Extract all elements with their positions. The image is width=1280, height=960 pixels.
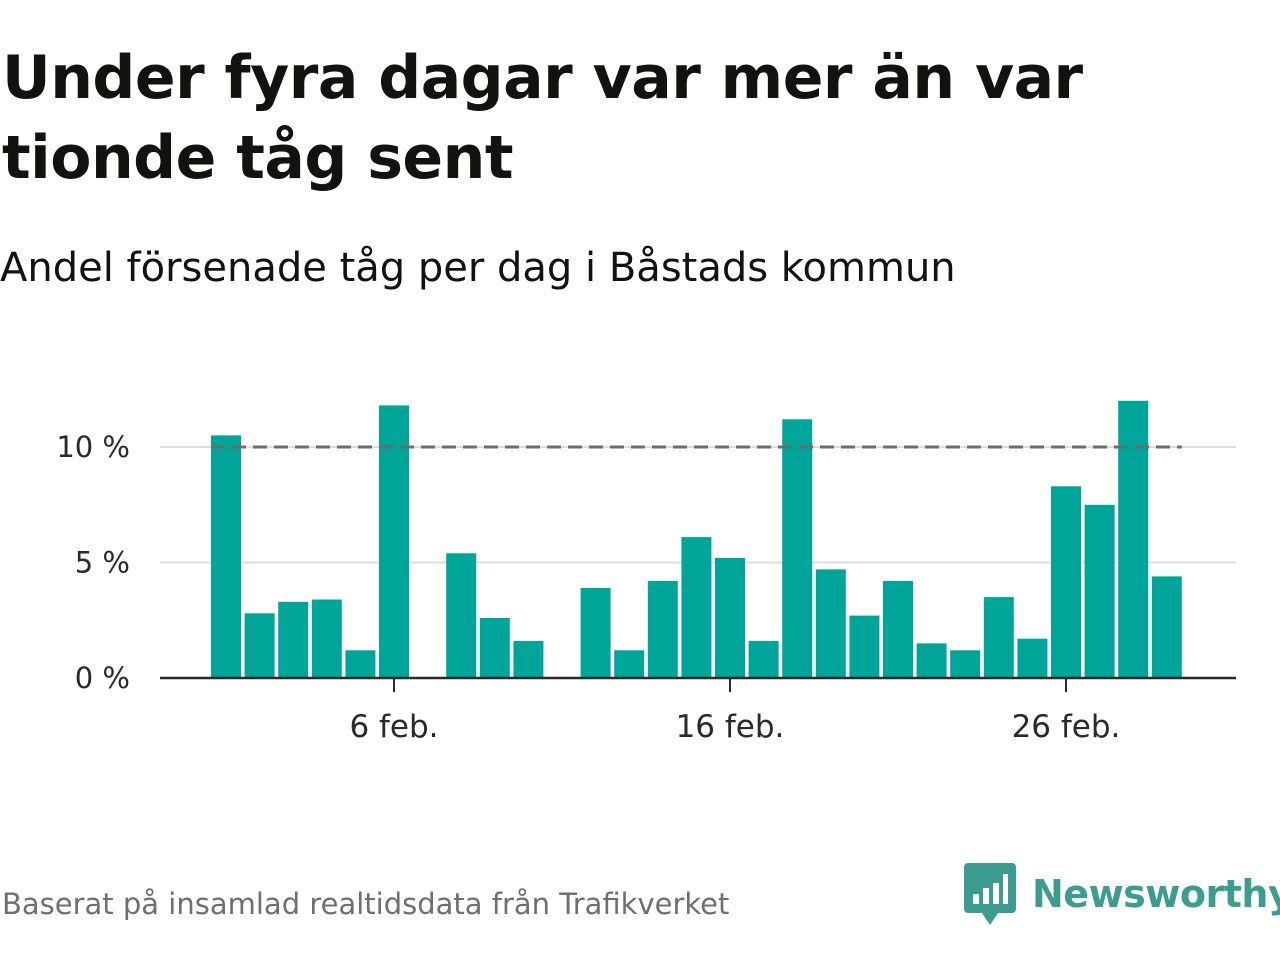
bar	[715, 557, 745, 678]
bar	[681, 537, 712, 678]
chart-title: Under fyra dagar var mer än var tionde t…	[2, 43, 1083, 193]
chart-subtitle: Andel försenade tåg per dag i Båstads ko…	[0, 245, 956, 291]
y-tick-label: 0 %	[75, 661, 130, 695]
bar	[647, 581, 678, 678]
bar	[211, 435, 241, 678]
logo-text: Newsworthy	[1032, 872, 1280, 916]
bar	[513, 641, 544, 678]
bars	[211, 400, 1182, 679]
bar	[815, 569, 846, 678]
bar	[345, 650, 376, 678]
source-note: Baserat på insamlad realtidsdata från Tr…	[2, 887, 730, 921]
x-tick-label: 6 feb.	[349, 709, 438, 745]
bar	[479, 617, 510, 678]
bar	[614, 650, 645, 678]
bar	[379, 405, 409, 678]
bar	[983, 597, 1014, 678]
x-axis	[160, 676, 1236, 692]
bar	[1051, 486, 1081, 678]
bar-chart: 0 % 5 % 10 % 6 feb. 16 feb. 26 feb.	[56, 400, 1236, 745]
newsworthy-logo: Newsworthy	[964, 862, 1280, 926]
bar	[748, 641, 779, 678]
bar	[244, 613, 275, 678]
bar	[782, 419, 813, 678]
bar	[883, 581, 913, 678]
x-axis-labels: 6 feb. 16 feb. 26 feb.	[349, 709, 1120, 745]
y-tick-label: 10 %	[56, 430, 130, 464]
bar	[580, 587, 611, 678]
bar	[311, 599, 342, 678]
x-tick-label: 16 feb.	[676, 709, 785, 745]
bar	[950, 650, 981, 678]
y-tick-label: 5 %	[75, 546, 130, 580]
bar	[1084, 504, 1115, 679]
bar	[1017, 638, 1048, 678]
x-tick-label: 26 feb.	[1012, 709, 1121, 745]
y-axis-labels: 0 % 5 % 10 %	[56, 430, 130, 695]
bar	[278, 601, 309, 678]
bar	[1151, 576, 1182, 678]
bar	[916, 643, 947, 679]
bar	[446, 553, 477, 678]
bar	[849, 615, 880, 678]
newsworthy-logo-icon	[964, 863, 1016, 925]
bar	[1118, 400, 1149, 678]
